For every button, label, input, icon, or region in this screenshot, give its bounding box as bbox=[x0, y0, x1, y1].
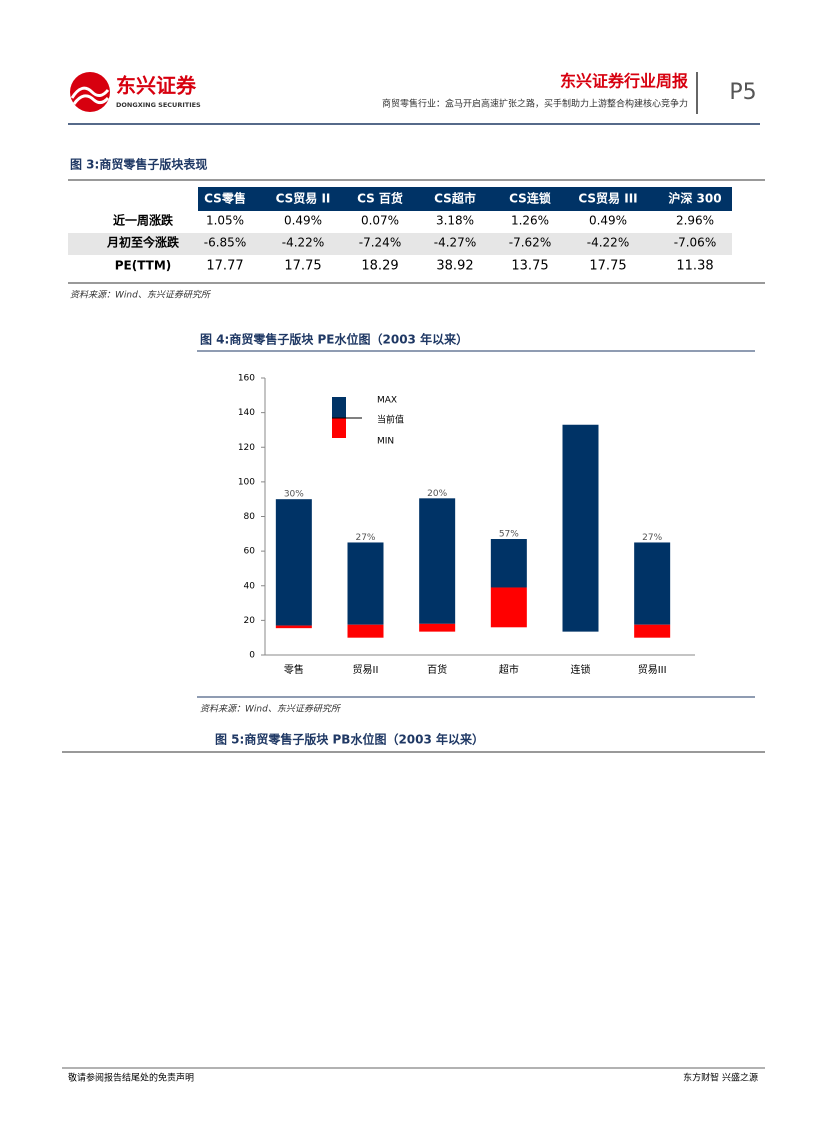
page-number: P5 bbox=[729, 80, 756, 105]
cell: 2.96% bbox=[676, 214, 714, 228]
logo-en: DONGXING SECURITIES bbox=[116, 101, 201, 109]
bar-upper bbox=[419, 498, 456, 624]
x-tick-label: 零售 bbox=[284, 663, 304, 676]
cell: 18.29 bbox=[361, 259, 398, 274]
footer-left: 敬请参阅报告结尾处的免责声明 bbox=[68, 1072, 194, 1084]
cell: -6.85% bbox=[204, 236, 246, 250]
y-tick-label: 120 bbox=[238, 443, 255, 453]
x-tick-label: 百货 bbox=[427, 663, 447, 676]
table: CS零售 CS贸易 II CS 百货 CS超市 CS连锁 CS贸易 III 沪深 300 近一… bbox=[106, 191, 722, 274]
x-tick-label: 贸易III bbox=[638, 664, 667, 676]
bar-upper bbox=[490, 539, 527, 588]
x-tick-label: 超市 bbox=[499, 663, 519, 676]
logo: 东兴证券 DONGXING SECURITIES bbox=[70, 72, 201, 112]
percentile-label: 27% bbox=[642, 533, 662, 543]
footer-right: 东方财智 兴盛之源 bbox=[683, 1072, 758, 1084]
logo-text: 东兴证券 bbox=[116, 74, 197, 98]
report-title: 东兴证券行业周报 bbox=[560, 72, 688, 91]
bar-lower bbox=[347, 624, 384, 638]
y-tick-label: 80 bbox=[244, 512, 256, 522]
chart-title: 图 4:商贸零售子版块 PE水位图（2003 年以来） bbox=[200, 332, 468, 347]
report-subtitle: 商贸零售行业：盒马开启高速扩张之路，买手制助力上游整合构建核心竞争力 bbox=[382, 98, 688, 110]
y-tick-label: 20 bbox=[244, 616, 256, 626]
cell: -4.22% bbox=[587, 236, 629, 250]
bar-upper bbox=[562, 424, 599, 632]
logo-wave bbox=[70, 86, 110, 99]
row-label: PE(TTM) bbox=[115, 259, 172, 273]
x-tick-label: 贸易II bbox=[353, 664, 379, 676]
table-title: 图 3:商贸零售子版块表现 bbox=[70, 157, 207, 172]
column-header: CS贸易 II bbox=[276, 191, 331, 206]
y-tick-label: 140 bbox=[238, 408, 255, 418]
column-header: CS连锁 bbox=[509, 191, 551, 206]
cell: 38.92 bbox=[436, 259, 473, 274]
figure-title: 图 5:商贸零售子版块 PB水位图（2003 年以来） bbox=[215, 732, 484, 747]
bar-lower bbox=[490, 587, 527, 628]
x-tick-label: 连锁 bbox=[571, 663, 591, 676]
row-label: 月初至今涨跌 bbox=[106, 235, 180, 250]
legend-swatch bbox=[332, 418, 346, 438]
cell: 17.77 bbox=[206, 259, 243, 274]
column-header: CS 百货 bbox=[357, 191, 403, 206]
legend-swatch bbox=[332, 397, 346, 418]
y-tick-label: 60 bbox=[244, 547, 256, 557]
bar-lower bbox=[275, 625, 312, 629]
cell: -7.62% bbox=[509, 236, 551, 250]
column-header: CS贸易 III bbox=[578, 191, 637, 206]
cell: 1.26% bbox=[511, 214, 549, 228]
cell: 17.75 bbox=[284, 259, 321, 274]
cell: 3.18% bbox=[436, 214, 474, 228]
cell: 0.49% bbox=[589, 214, 627, 228]
source: 资料来源：Wind、东兴证券研究所 bbox=[200, 704, 342, 715]
cell: -4.22% bbox=[282, 236, 324, 250]
cell: -7.24% bbox=[359, 236, 401, 250]
source: 资料来源：Wind、东兴证券研究所 bbox=[70, 290, 212, 301]
y-tick-label: 40 bbox=[244, 581, 256, 591]
column-header: 沪深 300 bbox=[668, 191, 721, 206]
logo-wave bbox=[72, 94, 110, 105]
chart: 0 20 40 60 80 100 120 140 160 零售 30% 贸易II 27% 百货 20% 超市… bbox=[238, 374, 695, 676]
legend-label: 当前值 bbox=[377, 414, 404, 426]
column-header: CS零售 bbox=[204, 191, 246, 206]
cell: -7.06% bbox=[674, 236, 716, 250]
bar-lower bbox=[419, 623, 456, 632]
y-tick-label: 160 bbox=[238, 374, 255, 384]
bar-lower bbox=[634, 624, 671, 638]
cell: 0.49% bbox=[284, 214, 322, 228]
column-header: CS超市 bbox=[434, 191, 476, 206]
cell: 11.38 bbox=[676, 259, 713, 274]
row-shade bbox=[68, 233, 732, 255]
cell: 13.75 bbox=[511, 259, 548, 274]
bar-upper bbox=[275, 499, 312, 626]
bar-upper bbox=[634, 542, 671, 625]
percentile-label: 30% bbox=[284, 490, 304, 500]
legend-label: MAX bbox=[377, 396, 397, 406]
y-tick-label: 0 bbox=[249, 651, 255, 661]
percentile-label: 20% bbox=[427, 489, 447, 499]
y-tick-label: 100 bbox=[238, 477, 255, 487]
percentile-label: 27% bbox=[355, 533, 375, 543]
percentile-label: 57% bbox=[499, 530, 519, 540]
row-label: 近一周涨跌 bbox=[113, 213, 174, 228]
cell: 17.75 bbox=[589, 259, 626, 274]
legend-label: MIN bbox=[377, 437, 394, 447]
cell: 1.05% bbox=[206, 214, 244, 228]
cell: 0.07% bbox=[361, 214, 399, 228]
cell: -4.27% bbox=[434, 236, 476, 250]
table-header-bg bbox=[198, 187, 732, 211]
bar-upper bbox=[347, 542, 384, 625]
